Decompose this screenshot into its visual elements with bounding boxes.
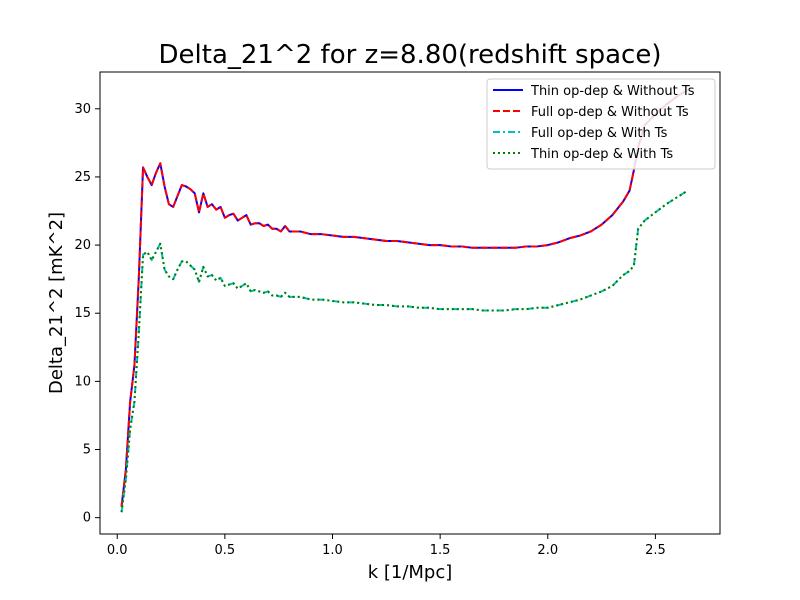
y-tick-label: 20 bbox=[74, 238, 91, 253]
x-tick-label: 0.0 bbox=[107, 543, 128, 558]
y-axis-ticks: 0 5 10 15 20 25 30 bbox=[74, 102, 100, 526]
legend-label: Thin op-dep & Without Ts bbox=[530, 84, 695, 99]
chart-title: Delta_21^2 for z=8.80(redshift space) bbox=[159, 40, 662, 70]
y-tick-label: 15 bbox=[74, 306, 91, 321]
y-tick-label: 5 bbox=[83, 443, 91, 458]
y-tick-label: 25 bbox=[74, 170, 91, 185]
legend-label: Full op-dep & Without Ts bbox=[531, 105, 689, 120]
series-line-4 bbox=[120, 189, 689, 513]
legend: Thin op-dep & Without Ts Full op-dep & Wi… bbox=[486, 78, 716, 170]
plot-area: 0.0 0.5 1.0 1.5 2.0 2.5 0 5 10 15 20 25 30 bbox=[74, 71, 721, 558]
x-tick-label: 1.5 bbox=[430, 543, 451, 558]
x-axis-label: k [1/Mpc] bbox=[368, 562, 453, 583]
legend-label: Thin op-dep & With Ts bbox=[530, 147, 673, 162]
y-tick-label: 0 bbox=[83, 511, 91, 526]
legend-label: Full op-dep & With Ts bbox=[531, 126, 668, 141]
legend-items: Thin op-dep & Without Ts Full op-dep & Wi… bbox=[493, 84, 695, 162]
x-tick-label: 1.0 bbox=[322, 543, 343, 558]
x-tick-label: 0.5 bbox=[215, 543, 236, 558]
x-axis-ticks: 0.0 0.5 1.0 1.5 2.0 2.5 bbox=[107, 534, 666, 558]
x-tick-label: 2.0 bbox=[537, 543, 558, 558]
y-tick-label: 10 bbox=[74, 374, 91, 389]
y-tick-label: 30 bbox=[74, 102, 91, 117]
series-line-2 bbox=[120, 88, 689, 507]
x-tick-label: 2.5 bbox=[645, 543, 666, 558]
y-axis-label: Delta_21^2 [mK^2] bbox=[46, 212, 67, 394]
plot-frame bbox=[99, 71, 721, 535]
series-layer bbox=[120, 88, 689, 513]
legend-box bbox=[486, 78, 716, 170]
